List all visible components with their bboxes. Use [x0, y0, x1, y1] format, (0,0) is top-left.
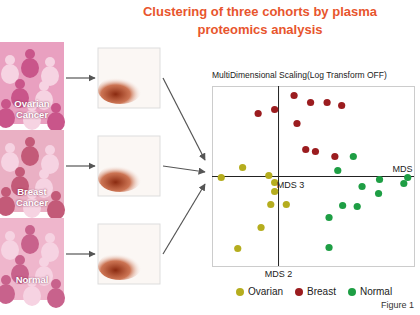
html-text:Ovarian Cancer: Ovarian Cancer: [14, 98, 50, 120]
html-text:Normal: Normal: [359, 286, 393, 297]
svg-text:MDS 2: MDS 2: [265, 269, 293, 279]
html-text:Clustering of three cohorts by: Clustering of three cohorts by plasma pr…: [143, 4, 377, 37]
html-text:Figure 1: Figure 1: [381, 300, 414, 310]
html-text:MultiDimensional Scaling(Log T: MultiDimensional Scaling(Log Transform O…: [212, 70, 387, 80]
svg-text:MDS 3: MDS 3: [277, 180, 305, 190]
html-text:Ovarian: Ovarian: [248, 286, 283, 297]
html-text:Breast Cancer: Breast Cancer: [15, 186, 49, 208]
html-text:Breast: Breast: [307, 286, 336, 297]
html-text:Normal: Normal: [15, 274, 49, 285]
svg-text:MDS: MDS: [393, 164, 413, 174]
